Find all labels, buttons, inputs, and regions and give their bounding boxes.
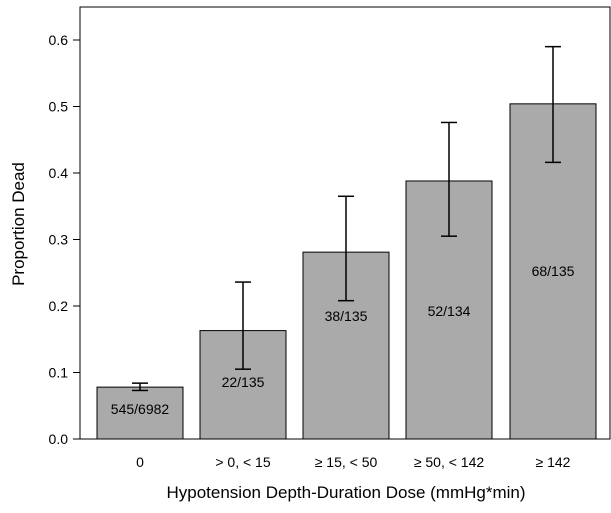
bar-count-label: 68/135: [532, 263, 575, 279]
bar-labels: 545/6982 22/135 38/135 52/134 68/135: [111, 263, 575, 417]
y-axis: 0.0 0.1 0.2 0.3 0.4 0.5 0.6: [49, 32, 80, 447]
y-axis-title: Proportion Dead: [9, 162, 28, 286]
x-tick-label: ≥ 50, < 142: [414, 454, 485, 470]
bar-count-label: 22/135: [222, 374, 265, 390]
y-tick-label: 0.4: [49, 165, 69, 181]
bar-count-label: 545/6982: [111, 401, 170, 417]
bar-count-label: 52/134: [428, 303, 471, 319]
y-tick-label: 0.2: [49, 298, 69, 314]
y-tick-label: 0.1: [49, 365, 69, 381]
bar: [96, 386, 184, 440]
bar-count-label: 38/135: [325, 308, 368, 324]
y-tick-label: 0.0: [49, 431, 69, 447]
x-axis-title: Hypotension Depth-Duration Dose (mmHg*mi…: [166, 483, 525, 502]
x-tick-label: ≥ 142: [536, 454, 571, 470]
x-axis: 0 > 0, < 15 ≥ 15, < 50 ≥ 50, < 142 ≥ 142: [136, 454, 571, 470]
y-tick-label: 0.3: [49, 232, 69, 248]
y-tick-label: 0.5: [49, 99, 69, 115]
error-bars: [132, 45, 561, 392]
x-tick-label: ≥ 15, < 50: [315, 454, 378, 470]
x-tick-label: 0: [136, 454, 144, 470]
x-tick-label: > 0, < 15: [215, 454, 270, 470]
y-tick-label: 0.6: [49, 32, 69, 48]
